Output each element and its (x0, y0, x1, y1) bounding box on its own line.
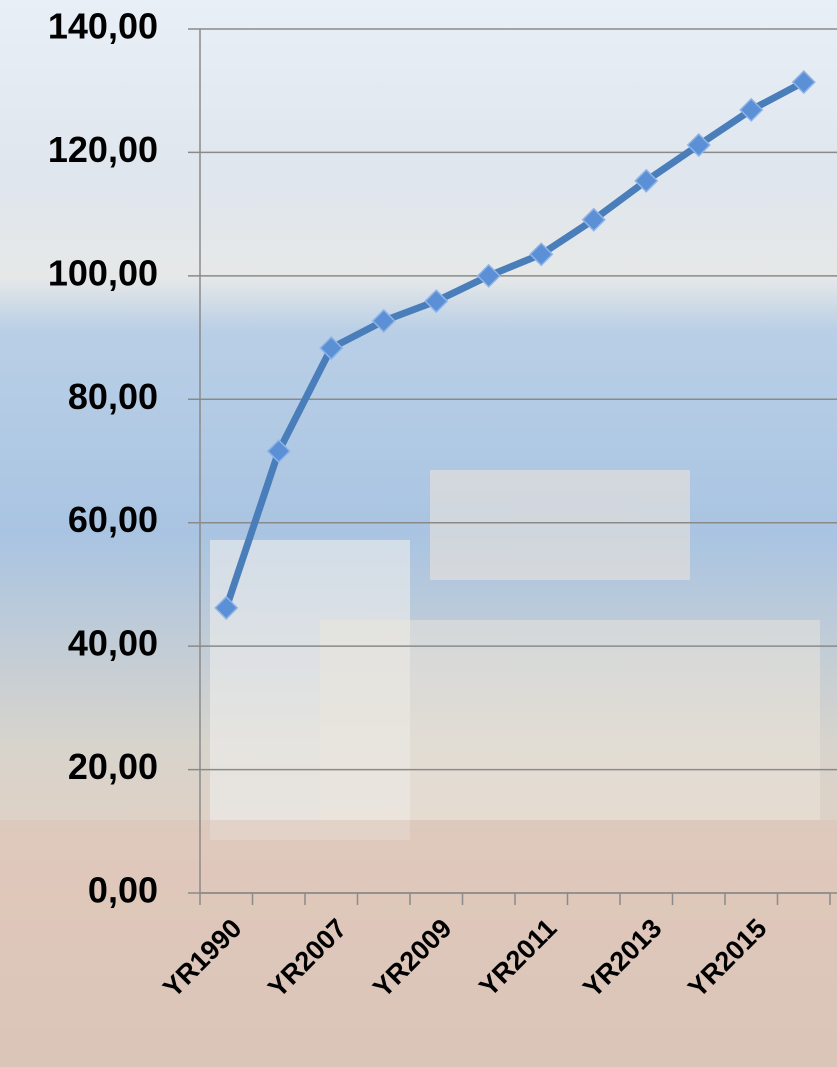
marker (739, 97, 764, 122)
marker (581, 207, 606, 232)
y-tick-label: 120,00 (48, 129, 158, 170)
marker (634, 168, 659, 193)
marker (791, 70, 816, 95)
y-tick-label: 20,00 (68, 746, 158, 787)
building (430, 470, 690, 580)
marker (686, 132, 711, 158)
line-series (222, 78, 806, 609)
marker (529, 242, 554, 267)
rooftops (0, 820, 837, 1067)
y-tick-label: 140,00 (48, 6, 158, 47)
building (320, 620, 820, 820)
marker (266, 439, 291, 464)
marker (319, 336, 344, 361)
marker (424, 289, 449, 314)
marker (371, 308, 396, 333)
y-tick-label: 80,00 (68, 376, 158, 417)
y-tick-label: 40,00 (68, 623, 158, 664)
marker (214, 595, 239, 620)
y-tick-label: 100,00 (48, 252, 158, 293)
marker (476, 263, 501, 288)
y-tick-label: 0,00 (88, 870, 158, 911)
y-tick-label: 60,00 (68, 499, 158, 540)
